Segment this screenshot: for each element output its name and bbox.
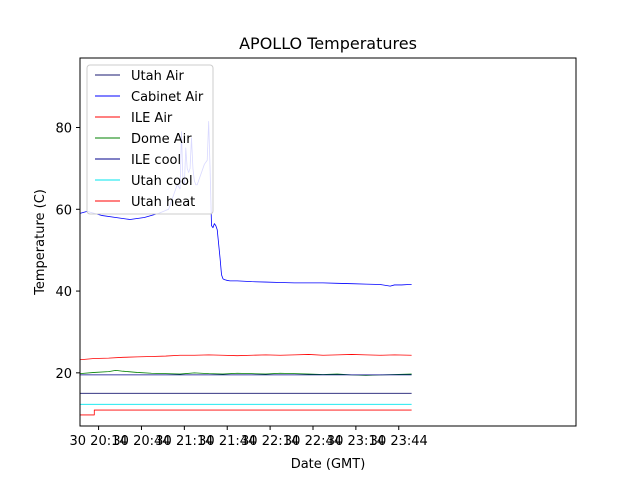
y-axis-label: Temperature (C) [33,189,48,296]
chart-title: APOLLO Temperatures [239,34,417,53]
legend-label: Dome Air [131,132,192,147]
legend-label: ILE Air [131,111,173,126]
x-tick-label: 30 23:44 [370,434,428,449]
legend-label: ILE cool [131,153,181,168]
legend-label: Utah Air [131,69,184,84]
legend-box [86,64,214,215]
y-axis: 20 40 60 80 [55,122,80,382]
series-line-ile-air [79,354,412,361]
y-tick-label: 60 [55,203,72,218]
x-tick-label: 30 21:14 [155,434,213,449]
legend-label: Utah heat [131,195,195,210]
x-tick-label: 30 23:14 [327,434,385,449]
legend: Utah Air Cabinet Air ILE Air Dome Air ILE co… [86,64,214,215]
x-tick-label: 30 21:44 [198,434,256,449]
y-tick-label: 40 [55,285,72,300]
x-tick-label: 30 20:44 [112,434,170,449]
x-tick-label: 30 22:44 [284,434,342,449]
x-tick-label: 30 22:14 [241,434,299,449]
x-tick-label: 30 20:14 [70,434,128,449]
legend-label: Utah cool [131,174,193,189]
plot-area-frame [79,57,577,427]
x-axis-label: Date (GMT) [291,457,366,472]
series-line-utah-heat [80,409,412,416]
legend-label: Cabinet Air [131,90,204,105]
y-tick-label: 20 [55,367,72,382]
legend-items: Utah Air Cabinet Air ILE Air Dome Air ILE co… [95,69,204,210]
y-tick-label: 80 [55,122,72,137]
